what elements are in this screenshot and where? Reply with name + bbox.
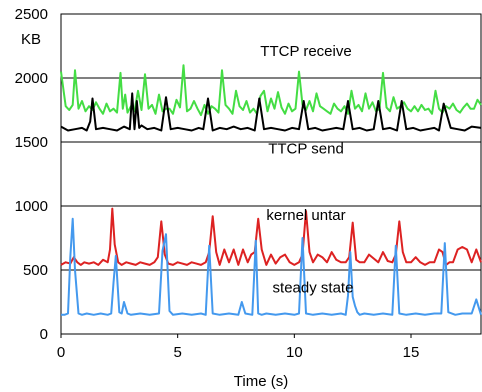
x-tick-label: 0	[57, 344, 65, 361]
grid-lines	[61, 77, 481, 271]
series-label-kernel-untar: kernel untar	[266, 207, 345, 224]
series-labels: TTCP receive TTCP send kernel untar steady …	[260, 43, 353, 296]
y-tick-label: 1000	[15, 198, 48, 215]
series-line-ttcp-send	[60, 92, 482, 132]
y-tick-label: 500	[23, 262, 48, 279]
plot-frame	[60, 13, 482, 335]
x-tick-label: 15	[403, 344, 420, 361]
series-label-steady-state: steady state	[273, 279, 354, 296]
series-line-steady-state	[61, 217, 482, 316]
y-axis-ticks: 0 500 1000 1500 2000 2500	[15, 6, 48, 343]
y-tick-label: 2500	[15, 6, 48, 23]
series-label-ttcp-send: TTCP send	[268, 141, 344, 158]
series-line-kernel-untar	[60, 207, 482, 266]
y-axis-label: KB	[21, 31, 41, 48]
y-tick-label: 0	[40, 326, 48, 343]
series-line-ttcp-receive	[60, 64, 482, 117]
x-axis-label: Time (s)	[234, 373, 288, 390]
x-axis-ticks: 0 5 10 15	[57, 334, 420, 361]
x-tick-label: 10	[286, 344, 303, 361]
series-layer	[60, 64, 482, 316]
x-tick-label: 5	[173, 344, 181, 361]
series-label-ttcp-receive: TTCP receive	[260, 43, 351, 60]
y-tick-label: 2000	[15, 70, 48, 87]
y-tick-label: 1500	[15, 134, 48, 151]
